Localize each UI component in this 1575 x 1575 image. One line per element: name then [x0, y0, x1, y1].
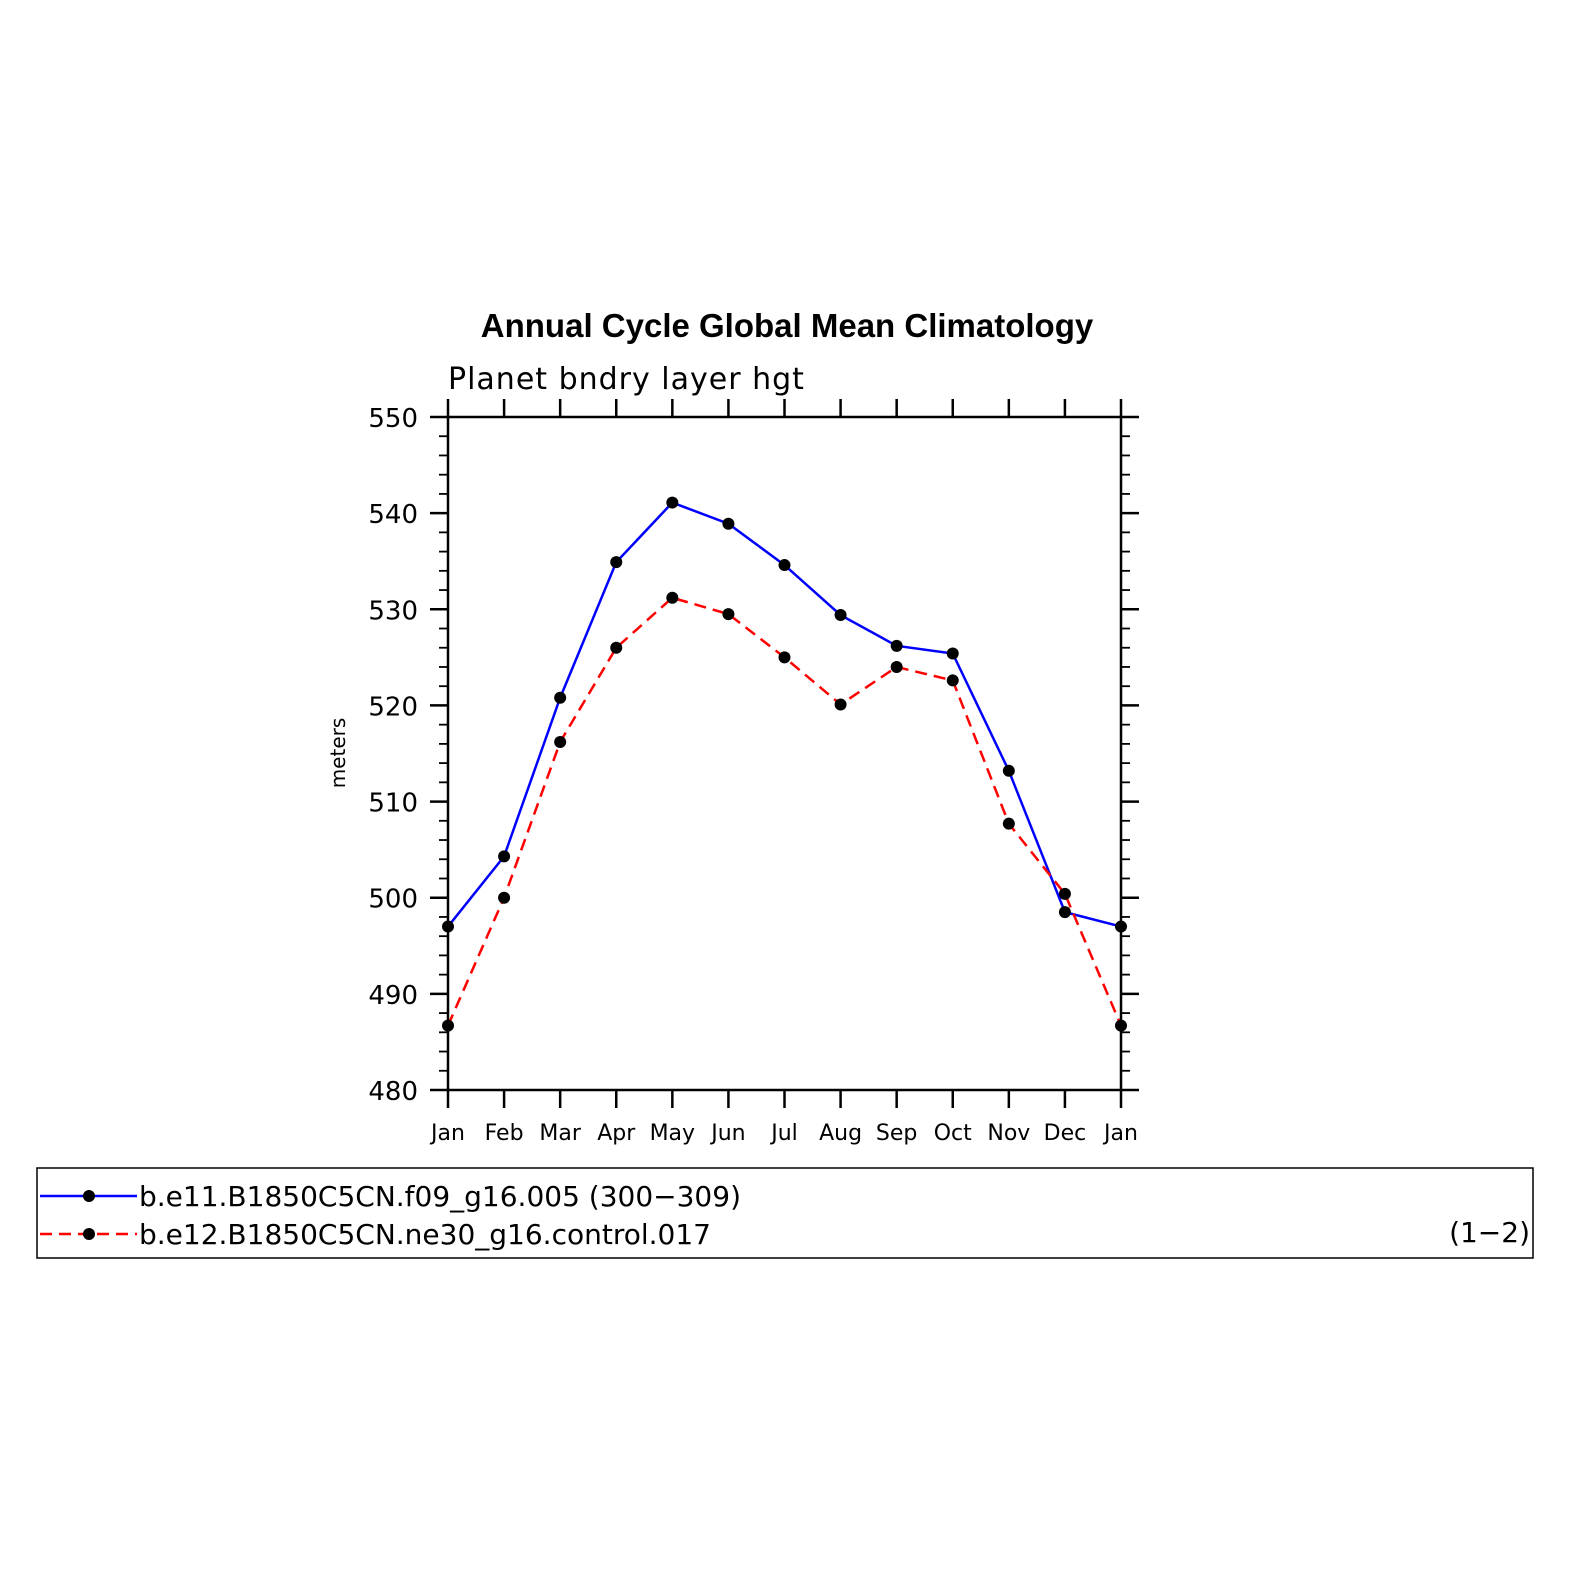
- series-2-point: [498, 891, 511, 904]
- series-1-point: [1002, 764, 1015, 777]
- series-1-point: [1058, 906, 1071, 919]
- series-2-point: [778, 651, 791, 664]
- series-2-point: [722, 608, 735, 621]
- series-lines: [442, 496, 1127, 1032]
- y-tick-label: 530: [368, 596, 418, 626]
- x-tick-label: Dec: [1044, 1121, 1087, 1146]
- x-tick-label: Oct: [934, 1121, 972, 1146]
- series-2-point: [610, 641, 623, 654]
- y-tick-label: 550: [368, 404, 418, 434]
- plot-frame: [446, 415, 1123, 1092]
- y-tick-label: 510: [368, 789, 418, 819]
- y-axis-label: meters: [326, 718, 350, 789]
- legend-swatch-marker-2: [83, 1228, 95, 1240]
- legend-swatch-marker-1: [83, 1190, 95, 1202]
- x-tick-label: Jun: [709, 1121, 745, 1146]
- x-tick-label: Sep: [876, 1121, 917, 1146]
- x-tick-label: Jul: [769, 1121, 798, 1146]
- series-2-point: [946, 674, 959, 687]
- series-1-point: [946, 647, 959, 660]
- series-1-point: [610, 556, 623, 569]
- legend-label-2: b.e12.B1850C5CN.ne30_g16.control.017: [139, 1218, 711, 1251]
- series-2-point: [442, 1019, 454, 1032]
- chart-title: Annual Cycle Global Mean Climatology: [481, 307, 1094, 344]
- x-tick-label: Aug: [819, 1121, 862, 1146]
- series-1-point: [1115, 920, 1127, 933]
- y-tick-label: 520: [368, 692, 418, 722]
- axis-ticks: [430, 399, 1139, 1108]
- legend-label-1: b.e11.B1850C5CN.f09_g16.005 (300−309): [139, 1180, 741, 1213]
- x-tick-label: Nov: [987, 1121, 1030, 1146]
- series-1-point: [554, 691, 567, 704]
- y-tick-label: 480: [368, 1077, 418, 1107]
- x-tick-labels: Jan Feb Mar Apr May Jun Jul Aug Sep Oct Nov Dec Jan: [429, 1121, 1138, 1146]
- series-1-point: [834, 609, 847, 622]
- series-1-point: [778, 559, 791, 572]
- series-1-point: [722, 517, 735, 530]
- y-tick-label: 540: [368, 500, 418, 530]
- legend-note: (1−2): [1449, 1216, 1530, 1249]
- series-2-point: [1115, 1019, 1127, 1032]
- y-tick-label: 490: [368, 981, 418, 1011]
- series-2-point: [666, 591, 679, 604]
- x-tick-label: Apr: [597, 1121, 636, 1146]
- series-2-point: [834, 698, 847, 711]
- series-2-point: [554, 735, 567, 748]
- series-1-point: [890, 639, 903, 652]
- x-tick-label: Mar: [539, 1121, 581, 1146]
- series-2-point: [1002, 817, 1015, 830]
- x-tick-label: Feb: [485, 1121, 524, 1146]
- legend: (1−2) b.e11.B1850C5CN.f09_g16.005 (300−3…: [36, 1167, 1534, 1259]
- x-tick-label: Jan: [1102, 1121, 1138, 1146]
- y-tick-labels: 480 490 500 510 520 530 540 550: [368, 404, 418, 1107]
- legend-box: [36, 1167, 1534, 1259]
- y-tick-label: 500: [368, 885, 418, 915]
- series-1-point: [498, 850, 511, 863]
- series-1-point: [666, 496, 679, 509]
- series-1-point: [442, 920, 454, 933]
- x-tick-label: May: [650, 1121, 695, 1146]
- chart-subtitle: Planet bndry layer hgt: [448, 362, 805, 397]
- series-2-point: [1058, 887, 1071, 900]
- x-tick-label: Jan: [429, 1121, 465, 1146]
- series-2-point: [890, 660, 903, 673]
